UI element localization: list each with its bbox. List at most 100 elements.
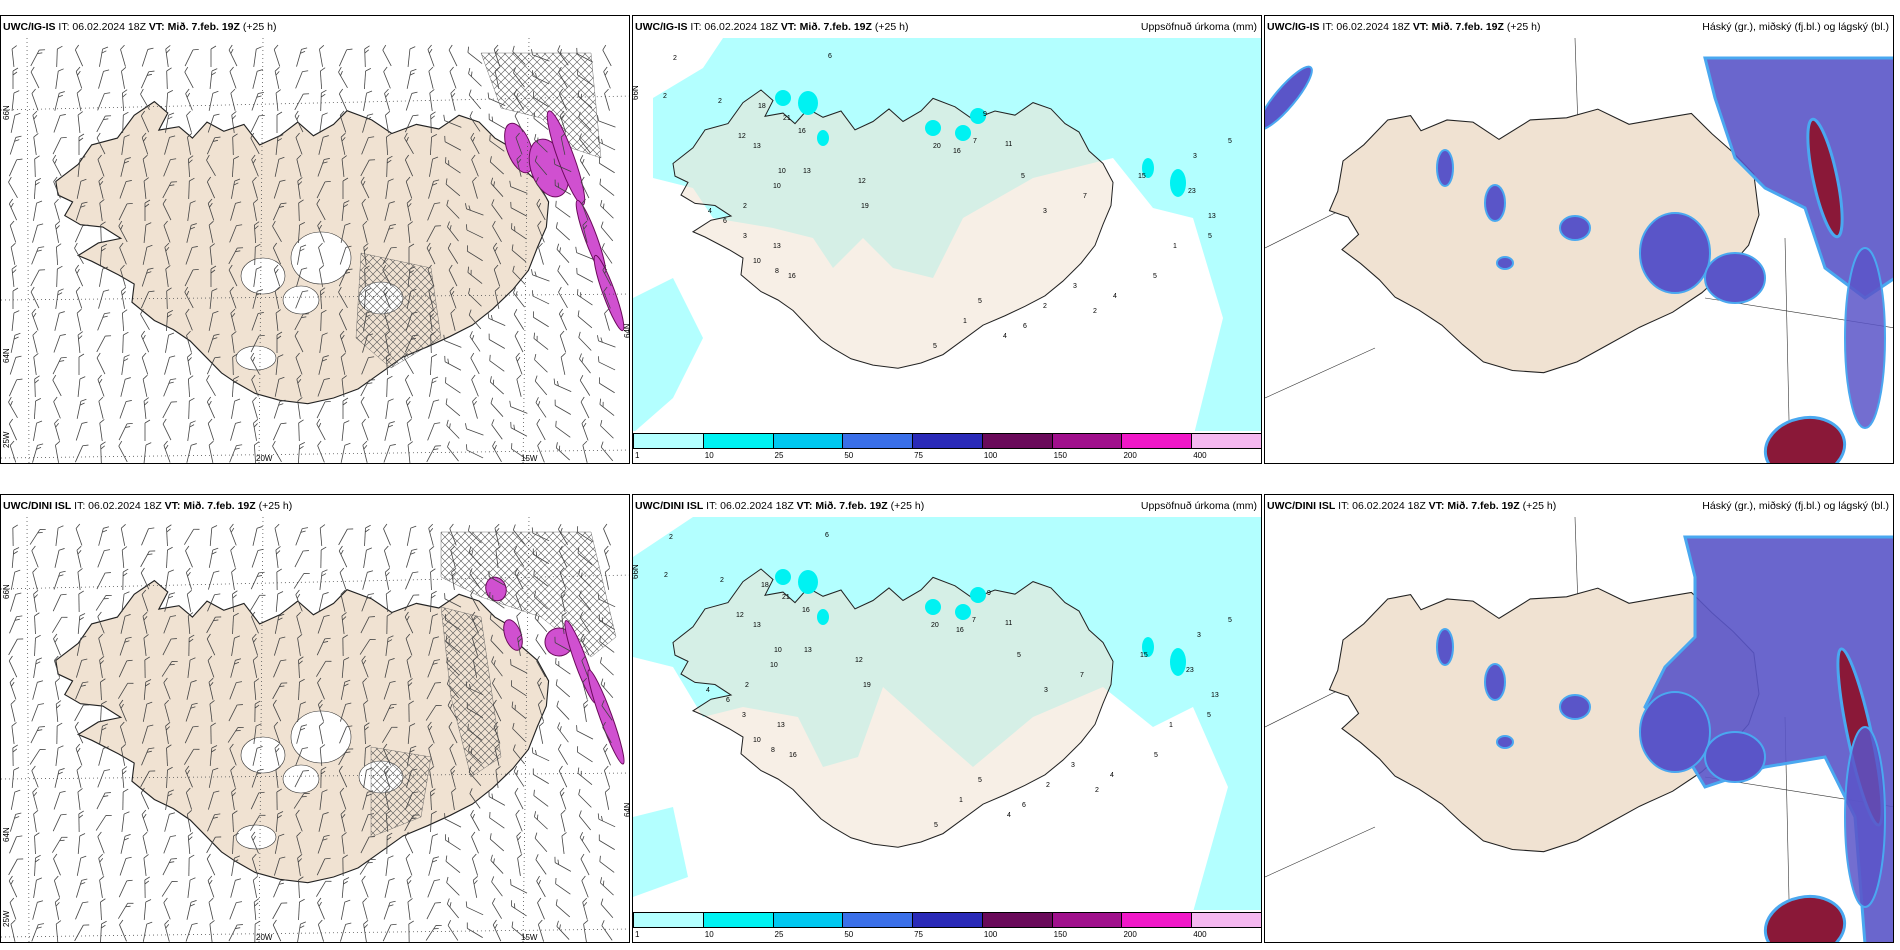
cloud-band bbox=[1844, 247, 1886, 429]
colorbar-tick-label: 200 bbox=[1123, 451, 1137, 460]
colorbar-tick-label: 10 bbox=[704, 451, 714, 460]
wind-barb bbox=[100, 700, 107, 723]
cloud-blob bbox=[1639, 691, 1711, 773]
wind-barb bbox=[533, 112, 549, 130]
colorbar-swatch bbox=[702, 433, 774, 449]
grid-line bbox=[1265, 347, 1376, 399]
wind-barb bbox=[75, 201, 88, 221]
wind-barb bbox=[489, 354, 505, 372]
wind-barb bbox=[603, 743, 611, 766]
wind-barb bbox=[186, 110, 192, 133]
wind-barb bbox=[363, 547, 372, 568]
precip-amount-label: 2 bbox=[743, 203, 747, 210]
wind-barb bbox=[599, 635, 615, 653]
wind-barb bbox=[599, 178, 615, 196]
wind-barb bbox=[140, 70, 155, 89]
wind-barb bbox=[8, 655, 18, 678]
wind-barb bbox=[185, 545, 193, 568]
wind-barb bbox=[252, 655, 258, 678]
wind-barb bbox=[206, 853, 216, 876]
wind-barb bbox=[601, 700, 613, 721]
wind-barb bbox=[140, 550, 156, 568]
wind-barb bbox=[294, 770, 309, 788]
wind-barb bbox=[164, 919, 170, 942]
wind-barb bbox=[119, 242, 127, 265]
wind-barb bbox=[493, 44, 501, 67]
wind-barb bbox=[577, 289, 593, 306]
wind-barb bbox=[340, 132, 346, 155]
wind-barb bbox=[450, 88, 456, 111]
wind-barb bbox=[555, 877, 571, 895]
cloud-blob bbox=[1559, 215, 1591, 241]
wind-barb bbox=[206, 616, 222, 634]
wind-barb bbox=[554, 856, 572, 872]
wind-barb bbox=[513, 67, 525, 88]
wind-barb bbox=[230, 545, 236, 568]
wind-barb bbox=[229, 523, 237, 546]
wind-barb bbox=[448, 721, 458, 744]
wind-barb bbox=[384, 787, 390, 810]
wind-barb bbox=[363, 288, 372, 310]
wind-barb bbox=[184, 49, 199, 67]
wind-barb bbox=[74, 264, 84, 287]
wind-barb bbox=[316, 660, 332, 677]
wind-barb bbox=[341, 155, 347, 177]
wind-barb bbox=[141, 132, 149, 155]
wind-barb bbox=[140, 290, 155, 309]
wind-barb bbox=[273, 879, 287, 898]
wind-barb bbox=[162, 418, 172, 441]
wind-barb bbox=[121, 354, 130, 375]
wind-barb bbox=[577, 767, 593, 785]
wind-barb bbox=[341, 657, 350, 679]
wind-barb bbox=[55, 68, 64, 89]
wind-barb bbox=[511, 244, 527, 263]
wind-barb bbox=[11, 310, 20, 331]
wind-barb bbox=[77, 613, 86, 635]
wind-barb bbox=[428, 286, 434, 309]
cloud-band bbox=[1844, 726, 1886, 908]
wind-barb bbox=[298, 678, 305, 701]
wind-barb bbox=[489, 156, 504, 175]
colorbar-swatch bbox=[981, 912, 1053, 928]
wind-barb bbox=[427, 721, 435, 744]
wind-barb bbox=[208, 677, 214, 700]
wind-barb bbox=[96, 132, 106, 155]
wind-barb bbox=[209, 288, 218, 309]
wind-barb bbox=[30, 49, 46, 67]
wind-barb bbox=[55, 920, 62, 942]
precip-core bbox=[970, 108, 986, 124]
wind-barb bbox=[340, 809, 346, 832]
wind-barb bbox=[428, 856, 440, 876]
wind-barb bbox=[207, 813, 221, 832]
wind-barb bbox=[468, 67, 482, 87]
wind-barb bbox=[122, 788, 129, 811]
wind-barb bbox=[340, 352, 346, 375]
precip-amount-label: 3 bbox=[1193, 153, 1197, 160]
axis-label: 20W bbox=[256, 454, 273, 463]
wind-barb bbox=[119, 699, 127, 722]
wind-barb bbox=[531, 747, 550, 762]
wind-barb bbox=[252, 69, 263, 89]
colorbar-tick-label: 50 bbox=[844, 930, 854, 939]
wind-barb bbox=[491, 656, 503, 677]
wind-barb bbox=[383, 765, 391, 788]
wind-barb bbox=[600, 419, 614, 439]
precip-core bbox=[970, 587, 986, 603]
wind-barb bbox=[445, 178, 461, 197]
wind-barb bbox=[229, 224, 243, 243]
wind-barb bbox=[11, 767, 20, 789]
wind-barb bbox=[97, 769, 111, 788]
wind-barb bbox=[75, 681, 89, 700]
wind-barb bbox=[408, 243, 415, 265]
wind-barb bbox=[338, 748, 354, 766]
wind-barb bbox=[576, 47, 594, 63]
wind-barb bbox=[604, 787, 610, 810]
wind-barb bbox=[553, 158, 572, 173]
wind-barb bbox=[32, 330, 38, 353]
wind-barb bbox=[75, 658, 88, 678]
wind-barb bbox=[186, 900, 197, 920]
wind-barb bbox=[383, 900, 396, 920]
wind-barb bbox=[471, 831, 479, 854]
wind-barb bbox=[121, 591, 130, 612]
wind-barb bbox=[96, 792, 111, 810]
